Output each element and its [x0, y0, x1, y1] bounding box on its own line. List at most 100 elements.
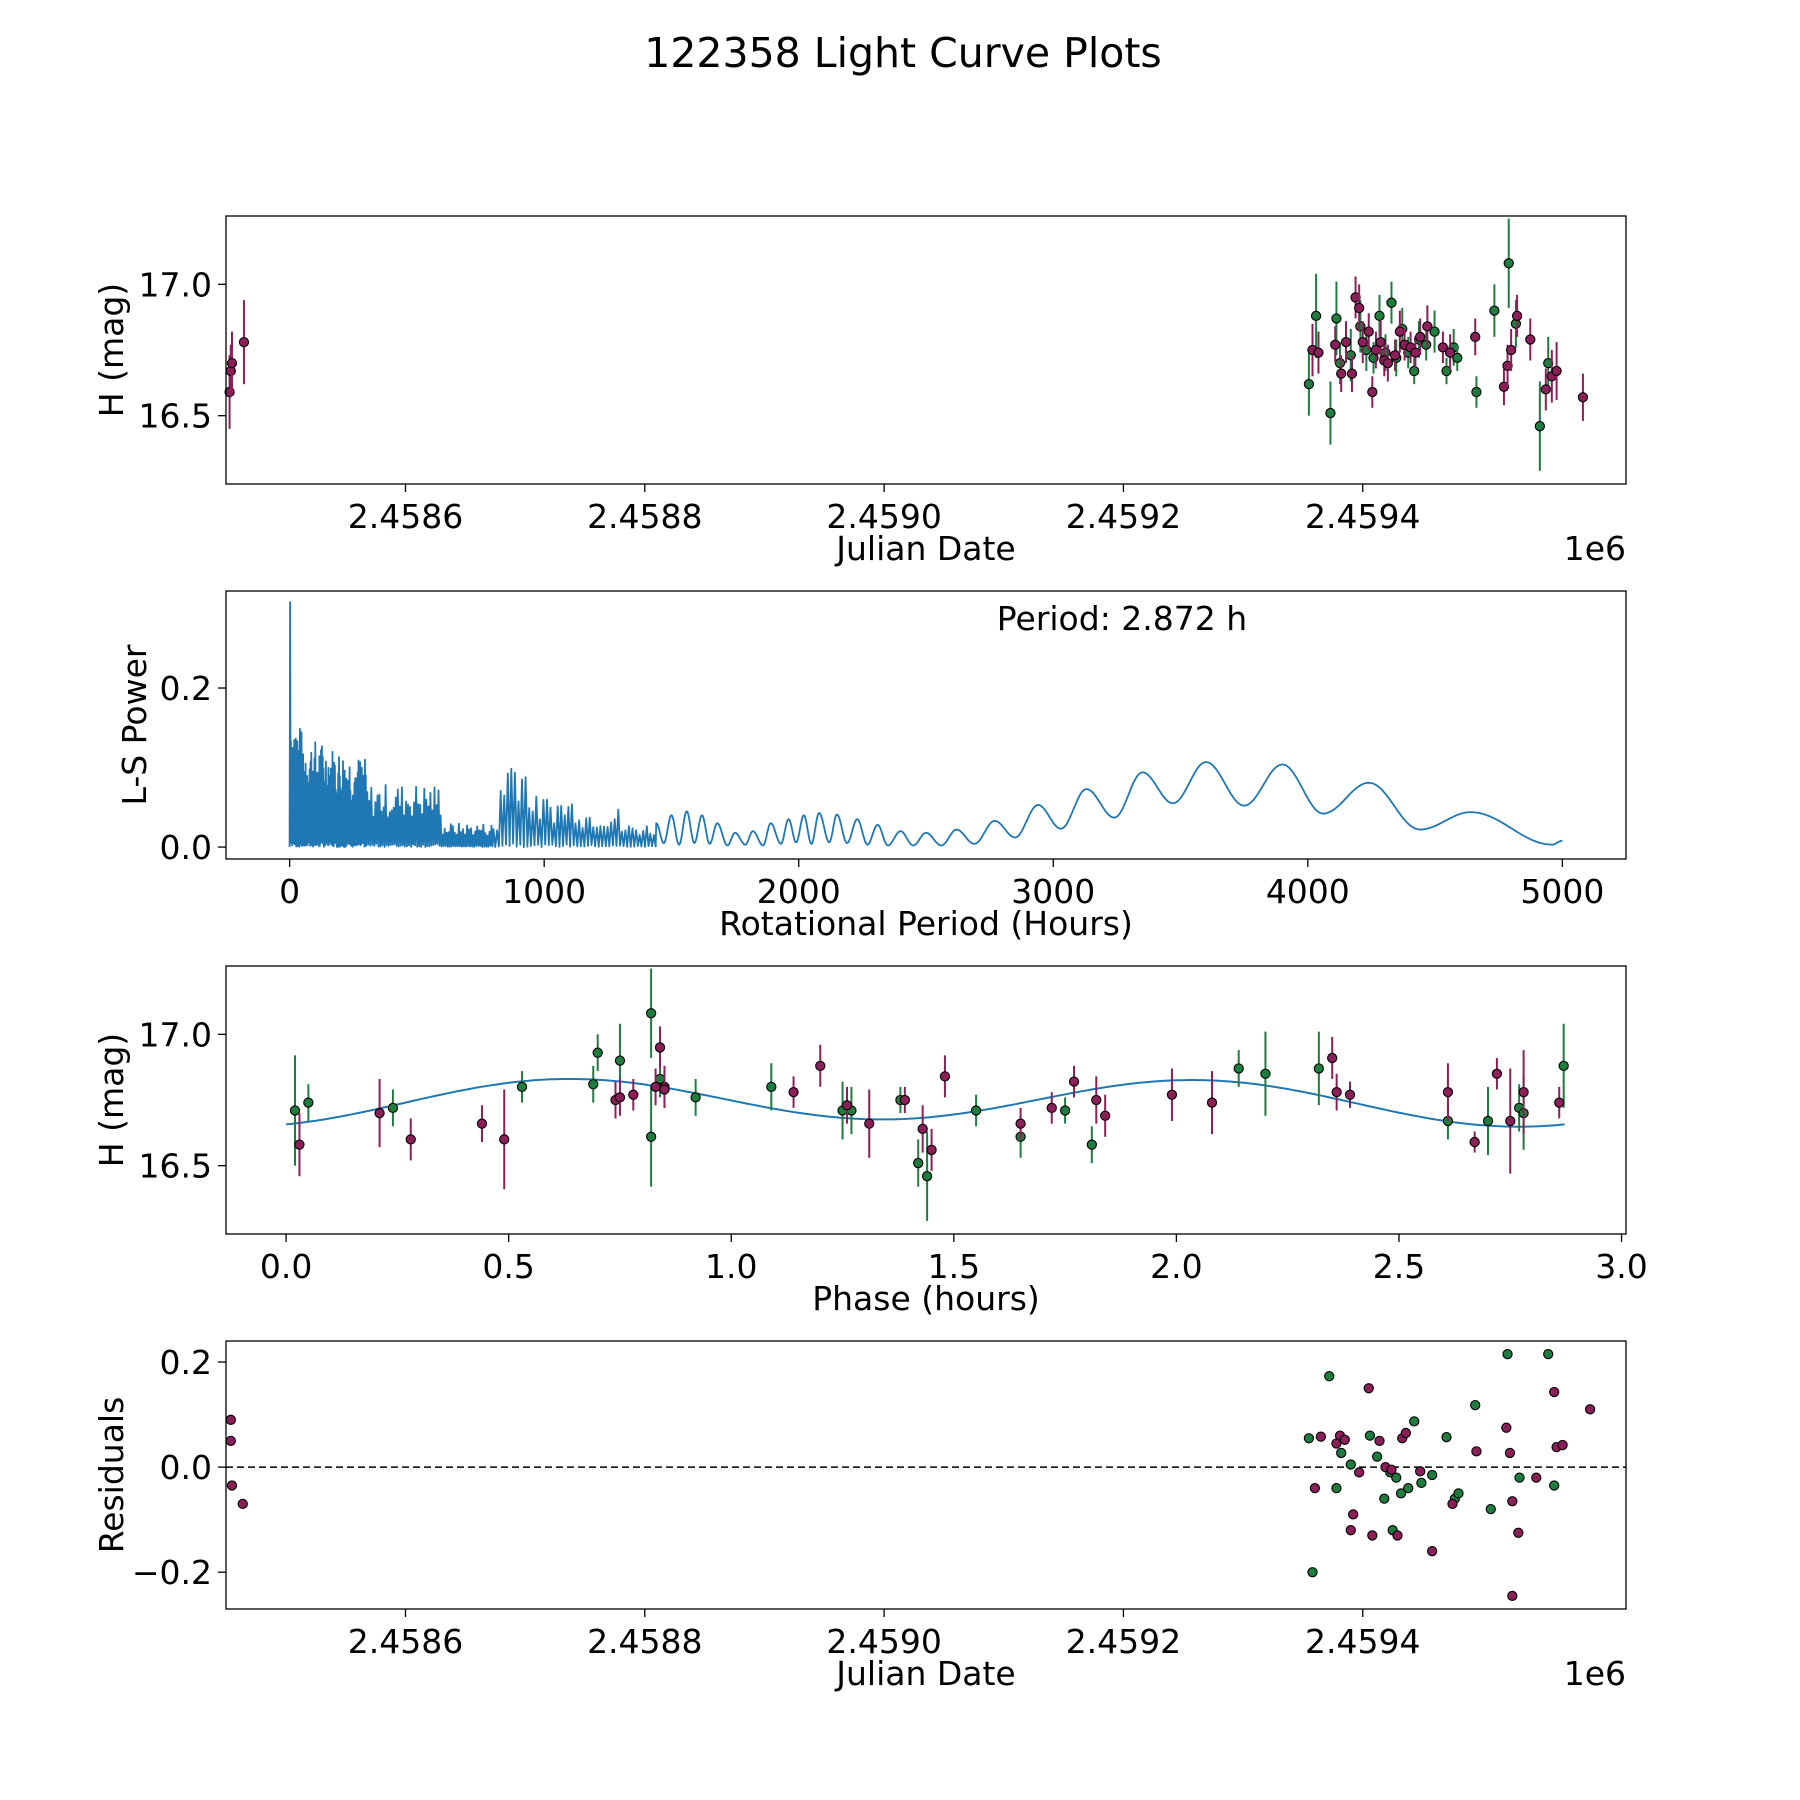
- lightcurve-data-point: [1540, 384, 1551, 395]
- lightcurve-data-point: [1534, 421, 1545, 432]
- lightcurve-data-point: [1354, 302, 1365, 314]
- residuals-data-point: [237, 1498, 248, 1510]
- lightcurve-data-point: [1330, 339, 1341, 350]
- residuals-data-point: [1549, 1480, 1560, 1491]
- residuals-data-point: [1485, 1504, 1496, 1515]
- phased-data-point: [899, 1094, 911, 1106]
- residuals-data-point: [1331, 1482, 1342, 1494]
- phased-y-tick-label: 17.0: [139, 1015, 212, 1054]
- phased-data-point: [1327, 1052, 1338, 1064]
- lightcurve-axes-frame: [225, 215, 1627, 485]
- phased-data-point: [1091, 1094, 1102, 1106]
- phased-data-point: [788, 1086, 799, 1098]
- residuals-data-point: [1416, 1477, 1427, 1489]
- lightcurve-offset-label: 1e6: [1564, 529, 1626, 568]
- residuals-data-point: [1415, 1466, 1426, 1477]
- lightcurve-data-point: [1441, 365, 1452, 377]
- residuals-data-point: [225, 1414, 236, 1425]
- phased-data-point: [374, 1107, 385, 1119]
- residuals-data-point: [1391, 1472, 1402, 1483]
- periodogram-x-tick-label: 0: [279, 872, 300, 911]
- periodogram-y-tick-label: 0.2: [160, 669, 212, 708]
- lightcurve-data-point: [1345, 350, 1356, 361]
- residuals-data-point: [1502, 1348, 1513, 1360]
- residuals-data-point: [1427, 1469, 1438, 1481]
- phased-data-point: [1059, 1105, 1071, 1116]
- residuals-data-point: [1514, 1472, 1525, 1483]
- residuals-data-point: [1557, 1439, 1568, 1451]
- phased-x-tick-label: 1.5: [928, 1247, 980, 1286]
- residuals-data-point: [1400, 1427, 1411, 1439]
- residuals-data-point: [1336, 1447, 1347, 1459]
- residuals-panel: 2.4586 2.4588 2.4590 2.4592 2.4594 0.2 0.0 −0.2…: [92, 1340, 1627, 1693]
- phased-data-point: [864, 1118, 875, 1129]
- phased-data-point: [405, 1134, 416, 1145]
- residuals-data-point: [1441, 1432, 1452, 1443]
- periodogram-ticks: 0 1000 2000 3000 4000 5000 0.0 0.2: [160, 669, 1605, 911]
- lightcurve-data-point: [1505, 344, 1517, 356]
- phased-data-point: [387, 1102, 399, 1114]
- residuals-x-tick-label: 2.4588: [587, 1622, 702, 1661]
- lightcurve-x-tick-label: 2.4586: [348, 497, 463, 536]
- phased-data-point: [659, 1084, 670, 1095]
- phased-data-point: [1482, 1115, 1494, 1127]
- phased-x-tick-label: 0.5: [482, 1247, 534, 1286]
- residuals-y-tick-label: 0.0: [160, 1448, 212, 1487]
- phased-y-label: H (mag): [92, 1033, 131, 1167]
- lightcurve-data-point: [1470, 331, 1481, 343]
- phased-data-point: [926, 1144, 937, 1156]
- phased-data-point: [654, 1042, 666, 1053]
- phased-data-point: [939, 1071, 951, 1082]
- phased-plot-area: [286, 968, 1569, 1221]
- lightcurve-data-point: [1489, 305, 1500, 316]
- lightcurve-data-point: [1551, 365, 1562, 377]
- residuals-data-point: [1324, 1371, 1335, 1382]
- lightcurve-data-point: [1409, 365, 1420, 377]
- residuals-data-point: [1386, 1464, 1397, 1475]
- residuals-data-point: [1371, 1451, 1383, 1462]
- residuals-data-point: [1315, 1431, 1327, 1442]
- residuals-data-point: [1531, 1472, 1542, 1483]
- phased-x-tick-label: 2.5: [1373, 1247, 1425, 1286]
- phased-data-point: [1442, 1086, 1454, 1098]
- phased-data-point: [815, 1060, 826, 1071]
- residuals-ticks: 2.4586 2.4588 2.4590 2.4592 2.4594 0.2 0.0 −0.2: [132, 1343, 1421, 1661]
- lightcurve-data-point: [1543, 357, 1554, 369]
- residuals-offset-label: 1e6: [1564, 1654, 1626, 1693]
- phased-data-point: [645, 1131, 657, 1142]
- lightcurve-data-point: [1340, 336, 1352, 348]
- residuals-data-point: [1345, 1459, 1356, 1470]
- residuals-data-point: [225, 1435, 236, 1446]
- lightcurve-y-tick-label: 17.0: [139, 265, 212, 304]
- periodogram-x-tick-label: 3000: [1011, 872, 1095, 911]
- lightcurve-data-point: [1410, 347, 1421, 358]
- lightcurve-x-tick-label: 2.4588: [587, 497, 702, 536]
- phased-data-point: [1518, 1086, 1529, 1098]
- figure-title: 122358 Light Curve Plots: [644, 29, 1162, 77]
- phased-data-point: [1469, 1136, 1480, 1148]
- residuals-data-point: [1470, 1399, 1481, 1411]
- lightcurve-data-point: [1415, 331, 1426, 343]
- residuals-data-point: [1513, 1527, 1524, 1538]
- residuals-x-tick-label: 2.4590: [826, 1622, 941, 1661]
- residuals-y-tick-label: 0.2: [160, 1343, 212, 1382]
- periodogram-x-tick-label: 5000: [1520, 872, 1604, 911]
- phased-data-point: [303, 1097, 314, 1108]
- residuals-data-point: [1395, 1488, 1407, 1499]
- phased-data-point: [499, 1134, 510, 1145]
- periodogram-x-label: Rotational Period (Hours): [719, 904, 1133, 943]
- phased-data-point: [970, 1105, 982, 1116]
- residuals-data-point: [1345, 1525, 1356, 1536]
- residuals-data-point: [1309, 1482, 1321, 1494]
- lightcurve-data-point: [1394, 326, 1405, 337]
- residuals-data-point: [1453, 1488, 1464, 1499]
- residuals-data-point: [1307, 1567, 1318, 1578]
- lightcurve-data-point: [1346, 368, 1358, 379]
- phased-data-point: [1068, 1076, 1080, 1087]
- residuals-x-tick-label: 2.4586: [348, 1622, 463, 1661]
- residuals-data-point: [1367, 1530, 1378, 1541]
- phased-data-point: [614, 1055, 626, 1066]
- phased-panel: 0.0 0.5 1.0 1.5 2.0 2.5 3.0 16.5 17.0 Phase (hou…: [92, 965, 1648, 1318]
- lightcurve-data-point: [1502, 360, 1513, 371]
